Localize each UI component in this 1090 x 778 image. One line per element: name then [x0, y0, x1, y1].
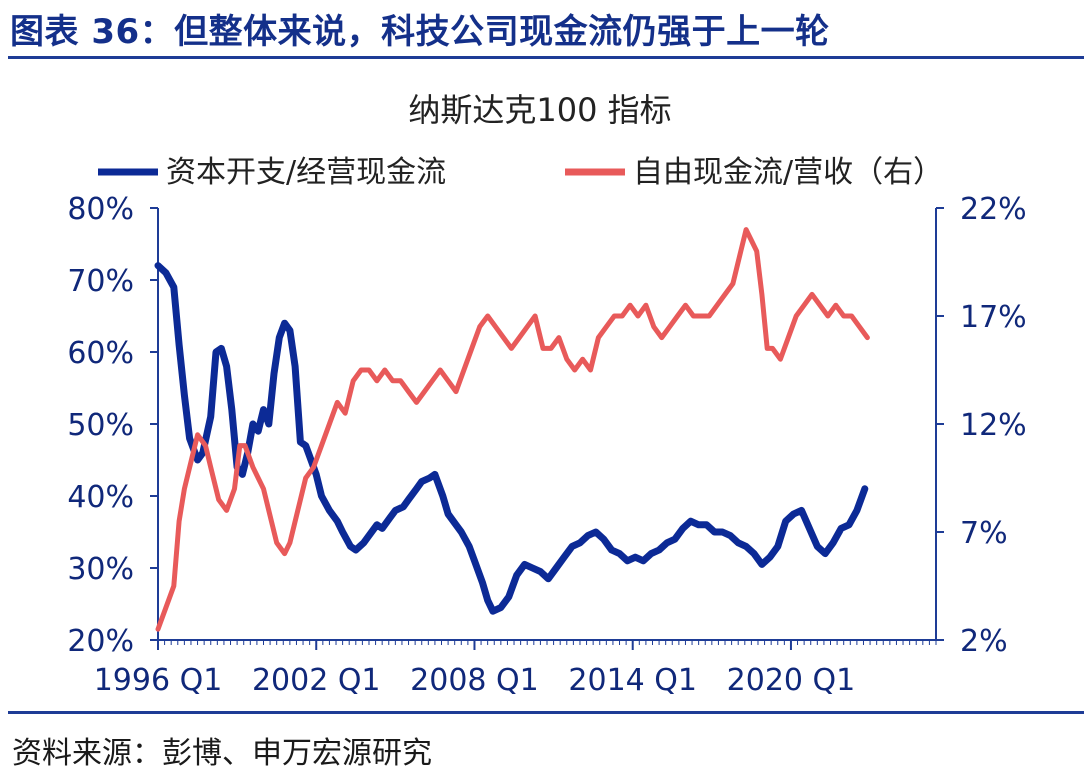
right-tick-label: 12%	[960, 408, 1027, 443]
legend: 资本开支/经营现金流 自由现金流/营收（右）	[98, 155, 943, 190]
axes: 80% 70% 60% 50% 40% 30% 20% 22% 17% 12% 7% 2% 1996 Q…	[67, 192, 1026, 698]
series-line-fcf	[155, 227, 870, 632]
left-tick-label: 70%	[67, 264, 134, 299]
header-rule	[8, 56, 1084, 59]
x-tick-label: 2002 Q1	[252, 663, 381, 698]
series-line-capex	[154, 262, 869, 615]
x-tick-label: 2014 Q1	[568, 663, 697, 698]
left-tick-label: 30%	[67, 552, 134, 587]
footer-rule	[8, 711, 1084, 714]
x-tick-label: 1996 Q1	[94, 663, 223, 698]
x-tick-label: 2008 Q1	[410, 663, 539, 698]
right-tick-label: 22%	[960, 192, 1027, 227]
right-tick-label: 2%	[960, 624, 1008, 659]
series-group	[154, 227, 870, 632]
left-tick-label: 40%	[67, 480, 134, 515]
figure-title: 图表 36：但整体来说，科技公司现金流仍强于上一轮	[10, 12, 830, 52]
chart-title: 纳斯达克100 指标	[408, 91, 671, 129]
right-tick-label: 7%	[960, 516, 1008, 551]
legend-label-fcf: 自由现金流/营收（右）	[633, 155, 943, 190]
legend-label-capex: 资本开支/经营现金流	[166, 155, 446, 190]
left-tick-label: 20%	[67, 624, 134, 659]
right-tick-label: 17%	[960, 300, 1027, 335]
left-tick-label: 60%	[67, 336, 134, 371]
left-tick-label: 80%	[67, 192, 134, 227]
x-tick-label: 2020 Q1	[727, 663, 856, 698]
left-tick-label: 50%	[67, 408, 134, 443]
source-note: 资料来源：彭博、申万宏源研究	[12, 736, 432, 771]
